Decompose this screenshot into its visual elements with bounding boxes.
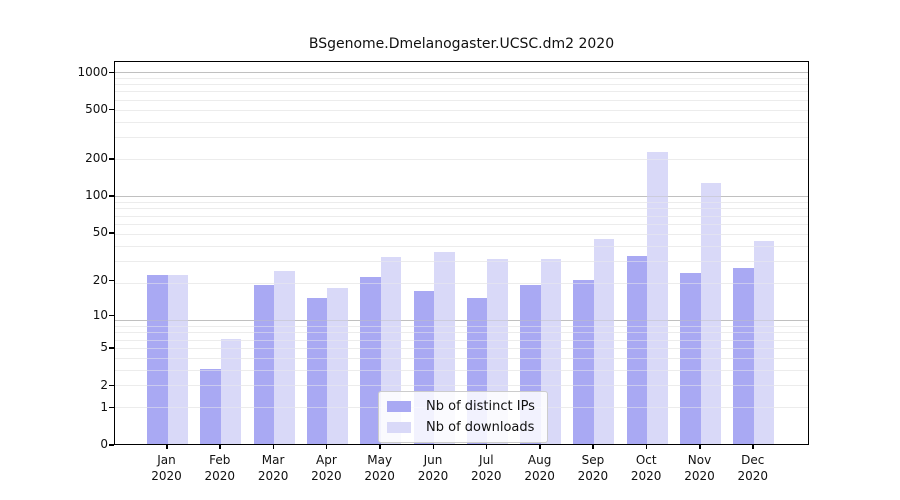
y-axis-tick-label: 500	[85, 101, 108, 116]
y-axis-tick-label: 200	[85, 151, 108, 166]
x-axis-tick	[325, 445, 328, 449]
y-axis-tick	[109, 158, 114, 160]
gridline-minor	[115, 84, 808, 86]
x-axis-tick	[219, 445, 221, 449]
x-axis-tick	[699, 445, 701, 449]
x-axis-tick-label: Aug 2020	[524, 453, 555, 483]
legend-swatch-distinct-ips	[387, 401, 411, 412]
y-axis-tick	[109, 406, 114, 409]
y-axis-tick	[109, 71, 114, 74]
gridline-minor	[115, 369, 808, 371]
x-axis-tick-label: Mar 2020	[257, 453, 289, 483]
gridline-minor	[115, 332, 808, 334]
gridline-minor	[115, 223, 808, 225]
y-axis-tick-label: 1000	[77, 64, 108, 79]
gridline-minor	[115, 158, 808, 160]
bar-distinct-ips	[200, 369, 221, 444]
y-axis-tick-label: 10	[92, 307, 108, 322]
gridline-minor	[115, 326, 808, 328]
x-axis-tick	[592, 445, 594, 449]
x-axis-tick	[752, 445, 754, 449]
y-axis-tick-label: 20	[92, 272, 108, 287]
y-axis-tick-label: 5	[100, 340, 108, 355]
x-axis-tick	[432, 445, 434, 449]
y-axis-tick-label: 1	[100, 399, 108, 414]
x-axis-tick-label: Jun 2020	[417, 453, 449, 483]
gridline-minor	[115, 347, 808, 349]
legend: Nb of distinct IPs Nb of downloads	[378, 391, 548, 443]
bar-downloads	[593, 238, 615, 444]
gridline-minor	[115, 99, 808, 101]
gridline-minor	[115, 245, 808, 247]
legend-item-distinct-ips: Nb of distinct IPs	[387, 399, 535, 414]
y-axis-tick-label: 100	[85, 188, 108, 203]
bar-downloads	[647, 151, 668, 444]
gridline-minor	[115, 137, 808, 139]
y-axis-tick-label: 0	[100, 437, 108, 451]
bar-downloads	[700, 182, 721, 444]
gridline-minor	[115, 208, 808, 210]
bar-distinct-ips	[626, 255, 648, 444]
bar-distinct-ips	[253, 285, 275, 444]
chart-title: BSgenome.Dmelanogaster.UCSC.dm2 2020	[308, 36, 615, 52]
bar-distinct-ips	[147, 275, 168, 444]
x-axis-tick	[539, 445, 541, 449]
x-axis-tick	[485, 445, 488, 449]
x-axis-tick-label: Dec 2020	[737, 453, 769, 483]
y-axis-tick	[109, 314, 114, 317]
y-axis-tick-label: 2	[100, 377, 108, 392]
gridline-minor	[115, 201, 808, 203]
bar-distinct-ips	[573, 279, 594, 444]
y-axis-tick	[109, 279, 114, 282]
gridline-minor	[115, 233, 808, 235]
y-axis-tick	[109, 108, 114, 111]
gridline-minor	[115, 121, 808, 123]
gridline-minor	[115, 385, 808, 387]
x-axis-tick-label: Jan 2020	[151, 453, 182, 483]
gridline-minor	[115, 215, 808, 217]
bar-downloads	[220, 339, 242, 444]
bar-downloads	[327, 288, 348, 444]
x-axis-tick-label: Apr 2020	[311, 453, 342, 483]
bar-downloads	[274, 270, 295, 444]
gridline-minor	[115, 91, 808, 93]
gridline-minor	[115, 261, 808, 263]
plot-area: Nb of distinct IPs Nb of downloads	[114, 61, 809, 445]
x-axis-tick	[272, 445, 275, 449]
gridline-major	[115, 72, 808, 74]
y-axis-tick	[109, 384, 114, 387]
bar-distinct-ips	[733, 268, 754, 444]
bar-distinct-ips	[360, 277, 381, 444]
gridline-minor	[115, 357, 808, 359]
x-axis-tick	[166, 445, 168, 449]
y-axis-tick	[109, 444, 114, 446]
gridline-minor	[115, 283, 808, 285]
x-axis-tick-label: Jul 2020	[471, 453, 502, 483]
gridline-major	[115, 320, 808, 322]
x-axis-tick	[379, 445, 381, 449]
x-axis-tick-label: May 2020	[364, 453, 395, 483]
legend-item-downloads: Nb of downloads	[387, 420, 535, 435]
y-axis-tick	[109, 347, 114, 349]
y-axis-tick-label: 50	[92, 225, 108, 240]
bar-downloads	[167, 275, 188, 444]
legend-swatch-downloads	[387, 422, 411, 433]
y-axis-tick	[109, 232, 114, 234]
x-axis-tick-label: Oct 2020	[630, 453, 662, 483]
bar-downloads	[753, 241, 775, 444]
x-axis-tick-label: Sep 2020	[577, 453, 609, 483]
legend-label-downloads: Nb of downloads	[426, 420, 535, 435]
gridline-major	[115, 196, 808, 198]
x-axis-tick-label: Nov 2020	[684, 453, 715, 483]
gridline-minor	[115, 109, 808, 111]
legend-label-distinct-ips: Nb of distinct IPs	[426, 399, 535, 414]
x-axis-tick	[645, 445, 648, 449]
gridline-minor	[115, 339, 808, 341]
y-axis-tick	[109, 195, 114, 197]
gridline-minor	[115, 77, 808, 79]
x-axis-tick-label: Feb 2020	[204, 453, 236, 483]
